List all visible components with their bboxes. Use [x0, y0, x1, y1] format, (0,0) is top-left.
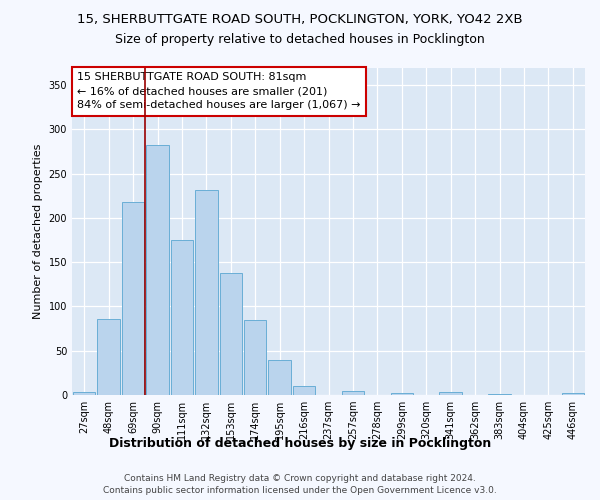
Bar: [244, 320, 266, 395]
Text: Contains HM Land Registry data © Crown copyright and database right 2024.: Contains HM Land Registry data © Crown c…: [124, 474, 476, 483]
Bar: [97, 319, 120, 395]
Bar: [488, 394, 511, 395]
Bar: [562, 393, 584, 395]
Bar: [341, 390, 364, 395]
Bar: [439, 392, 462, 395]
Bar: [391, 393, 413, 395]
Bar: [170, 240, 193, 395]
Text: 15 SHERBUTTGATE ROAD SOUTH: 81sqm
← 16% of detached houses are smaller (201)
84%: 15 SHERBUTTGATE ROAD SOUTH: 81sqm ← 16% …: [77, 72, 361, 110]
Text: Size of property relative to detached houses in Pocklington: Size of property relative to detached ho…: [115, 32, 485, 46]
Text: Distribution of detached houses by size in Pocklington: Distribution of detached houses by size …: [109, 438, 491, 450]
Bar: [268, 360, 291, 395]
Y-axis label: Number of detached properties: Number of detached properties: [33, 144, 43, 319]
Bar: [146, 144, 169, 395]
Bar: [73, 392, 95, 395]
Text: 15, SHERBUTTGATE ROAD SOUTH, POCKLINGTON, YORK, YO42 2XB: 15, SHERBUTTGATE ROAD SOUTH, POCKLINGTON…: [77, 12, 523, 26]
Bar: [293, 386, 316, 395]
Bar: [195, 190, 218, 395]
Text: Contains public sector information licensed under the Open Government Licence v3: Contains public sector information licen…: [103, 486, 497, 495]
Bar: [122, 202, 145, 395]
Bar: [220, 273, 242, 395]
